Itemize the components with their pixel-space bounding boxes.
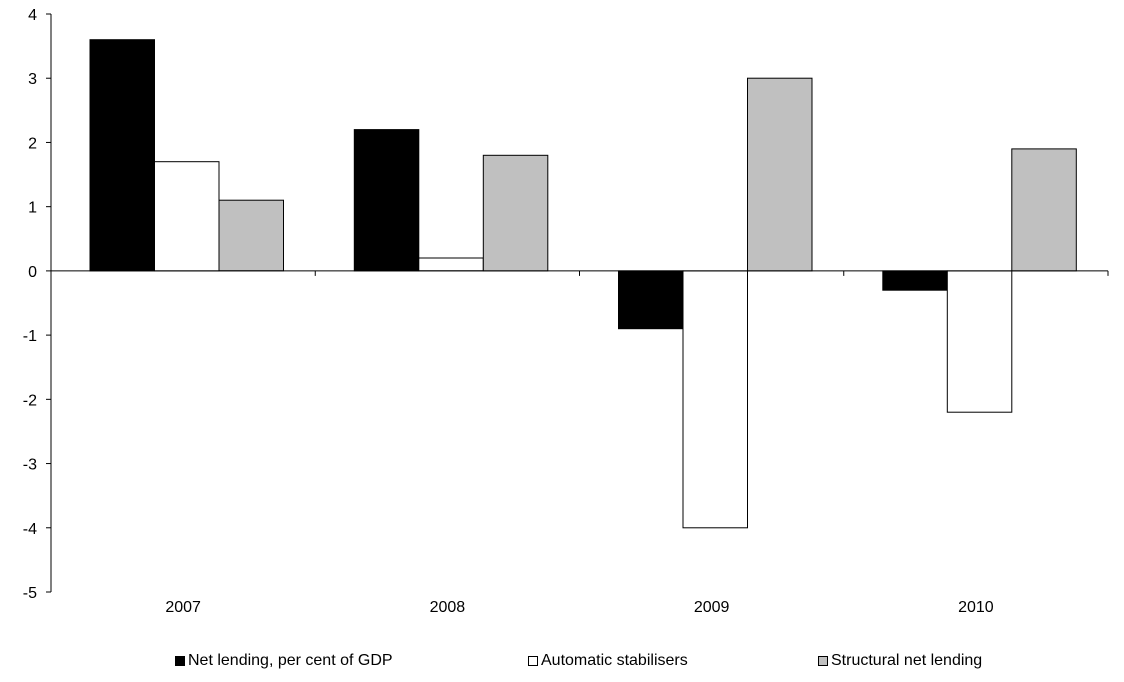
bar-2010-series-1 xyxy=(946,270,1013,413)
y-tick-label: 3 xyxy=(28,71,37,88)
bar-2010-series-0 xyxy=(882,270,948,291)
bar-2007-series-1 xyxy=(154,161,220,272)
bar-2010-series-2 xyxy=(1011,148,1077,272)
legend-item-automatic-stabilisers: Automatic stabilisers xyxy=(528,652,688,670)
bar-2009-series-0 xyxy=(618,270,684,330)
y-tick-label: 4 xyxy=(28,7,37,24)
y-tick-label: 2 xyxy=(28,135,37,152)
y-tick-label: -4 xyxy=(23,521,37,538)
legend-label-automatic-stabilisers: Automatic stabilisers xyxy=(541,652,688,669)
legend-swatch-automatic-stabilisers xyxy=(528,656,538,666)
legend-label-net-lending: Net lending, per cent of GDP xyxy=(188,652,393,669)
legend: Net lending, per cent of GDP Automatic s… xyxy=(0,652,1124,676)
legend-swatch-net-lending xyxy=(175,656,185,666)
bar-2008-series-2 xyxy=(482,154,549,272)
x-tick-label-2007: 2007 xyxy=(165,599,201,616)
bar-2007-series-2 xyxy=(218,199,284,272)
legend-label-structural-net-lending: Structural net lending xyxy=(831,652,983,669)
bar-2009-series-1 xyxy=(682,270,748,529)
x-tick-label-2008: 2008 xyxy=(430,599,466,616)
bar-2008-series-1 xyxy=(418,257,484,272)
bar-2008-series-0 xyxy=(353,129,420,272)
y-tick-label: 1 xyxy=(28,200,37,217)
y-tick-label: -3 xyxy=(23,457,37,474)
y-tick-label: 0 xyxy=(28,264,37,281)
bar-chart: 4 3 2 1 0 -1 -2 -3 -4 -5 2007 2008 2009 2010 xyxy=(23,7,1109,616)
y-tick-label: -2 xyxy=(23,392,37,409)
bar-2009-series-2 xyxy=(747,77,813,272)
legend-item-structural-net-lending: Structural net lending xyxy=(818,652,982,670)
bar-2007-series-0 xyxy=(89,39,155,272)
y-tick-label: -5 xyxy=(23,585,37,602)
x-tick-label-2009: 2009 xyxy=(694,599,730,616)
legend-swatch-structural-net-lending xyxy=(818,656,828,666)
y-tick-label: -1 xyxy=(23,328,37,345)
legend-item-net-lending: Net lending, per cent of GDP xyxy=(175,652,393,670)
x-tick-label-2010: 2010 xyxy=(958,599,994,616)
